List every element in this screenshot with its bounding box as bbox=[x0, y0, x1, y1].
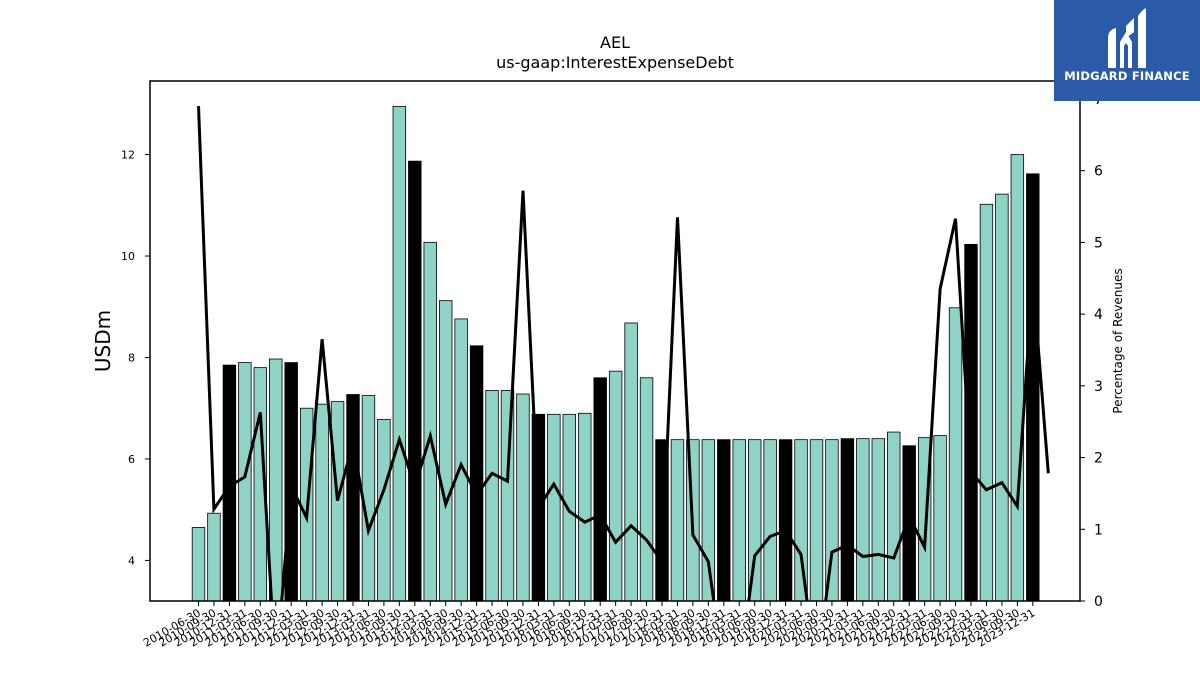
chart-subtitle: us-gaap:InterestExpenseDebt bbox=[496, 53, 734, 72]
bar-2023-06-30 bbox=[995, 193, 1009, 602]
bar-2023-03-31 bbox=[979, 203, 994, 602]
bar-2016-09-30 bbox=[578, 412, 592, 602]
bar-2019-06-30 bbox=[748, 439, 762, 602]
bar-2013-12-31 bbox=[408, 160, 422, 602]
bar-2018-09-30 bbox=[701, 439, 716, 602]
bar-2020-06-30 bbox=[809, 439, 824, 602]
bar-2015-09-30 bbox=[516, 393, 530, 602]
bar-2014-03-31 bbox=[423, 241, 437, 602]
y2-tick-label: 2 bbox=[1094, 451, 1103, 467]
bar-2017-03-31 bbox=[608, 370, 623, 602]
bar-2012-06-30 bbox=[315, 403, 329, 602]
bar-2021-09-30 bbox=[887, 431, 901, 602]
bar-2019-12-31 bbox=[778, 439, 793, 602]
y2-axis-label: Percentage of Revenues bbox=[1111, 268, 1125, 413]
bar-2020-12-31 bbox=[840, 438, 855, 602]
bar-2011-09-30 bbox=[269, 358, 283, 602]
bar-2013-09-30 bbox=[392, 105, 407, 602]
bar-2016-03-31 bbox=[547, 413, 561, 602]
midgard-finance-logo: MIDGARD FINANCE bbox=[1054, 0, 1200, 101]
percentage-line bbox=[197, 106, 1050, 601]
bar-2017-09-30 bbox=[639, 377, 654, 602]
bar-2020-03-31 bbox=[794, 439, 808, 602]
bar-2010-09-30 bbox=[207, 512, 221, 602]
bar-2012-12-31 bbox=[346, 394, 360, 602]
bar-2011-12-31 bbox=[284, 362, 298, 602]
bar-2019-09-30 bbox=[763, 439, 777, 602]
bar-2016-06-30 bbox=[562, 413, 577, 602]
bar-2011-03-31 bbox=[238, 362, 252, 602]
bar-2022-09-30 bbox=[948, 307, 963, 602]
bar-2023-12-31 bbox=[1026, 173, 1040, 602]
bar-2015-03-31 bbox=[485, 390, 499, 602]
y2-tick-label: 0 bbox=[1094, 594, 1103, 610]
bar-2023-09-30 bbox=[1010, 154, 1025, 602]
bar-2014-06-30 bbox=[438, 300, 453, 602]
y-tick-label: 6 bbox=[128, 453, 135, 466]
y2-tick-label: 3 bbox=[1094, 379, 1103, 395]
logo-mark-icon bbox=[1108, 8, 1146, 68]
bar-2018-03-31 bbox=[670, 439, 685, 602]
plot-frame bbox=[149, 80, 1081, 602]
bar-2021-03-31 bbox=[856, 438, 870, 602]
y2-tick-label: 5 bbox=[1094, 235, 1103, 251]
bar-2013-06-30 bbox=[377, 418, 391, 602]
bar-2014-09-30 bbox=[454, 318, 468, 602]
bar-2014-12-31 bbox=[469, 345, 484, 602]
logo-text: MIDGARD FINANCE bbox=[1064, 69, 1190, 83]
bar-2021-06-30 bbox=[871, 438, 886, 602]
bar-2010-06-30 bbox=[191, 527, 206, 602]
y2-tick-label: 1 bbox=[1094, 522, 1103, 538]
y-axis-label: USDm bbox=[91, 310, 115, 372]
bar-2022-06-30 bbox=[933, 435, 947, 602]
bar-2019-03-31 bbox=[732, 439, 746, 602]
chart-title: AEL bbox=[600, 33, 630, 52]
y-tick-label: 4 bbox=[128, 554, 135, 567]
bar-2017-06-30 bbox=[624, 322, 638, 602]
bar-2016-12-31 bbox=[593, 377, 607, 602]
bar-2018-12-31 bbox=[717, 439, 731, 602]
y-tick-label: 12 bbox=[121, 149, 135, 162]
y-tick-label: 10 bbox=[121, 250, 135, 263]
y-tick-label: 8 bbox=[128, 351, 135, 364]
y2-tick-label: 6 bbox=[1094, 164, 1103, 180]
y2-tick-label: 4 bbox=[1094, 307, 1103, 323]
bar-2012-09-30 bbox=[330, 401, 345, 602]
